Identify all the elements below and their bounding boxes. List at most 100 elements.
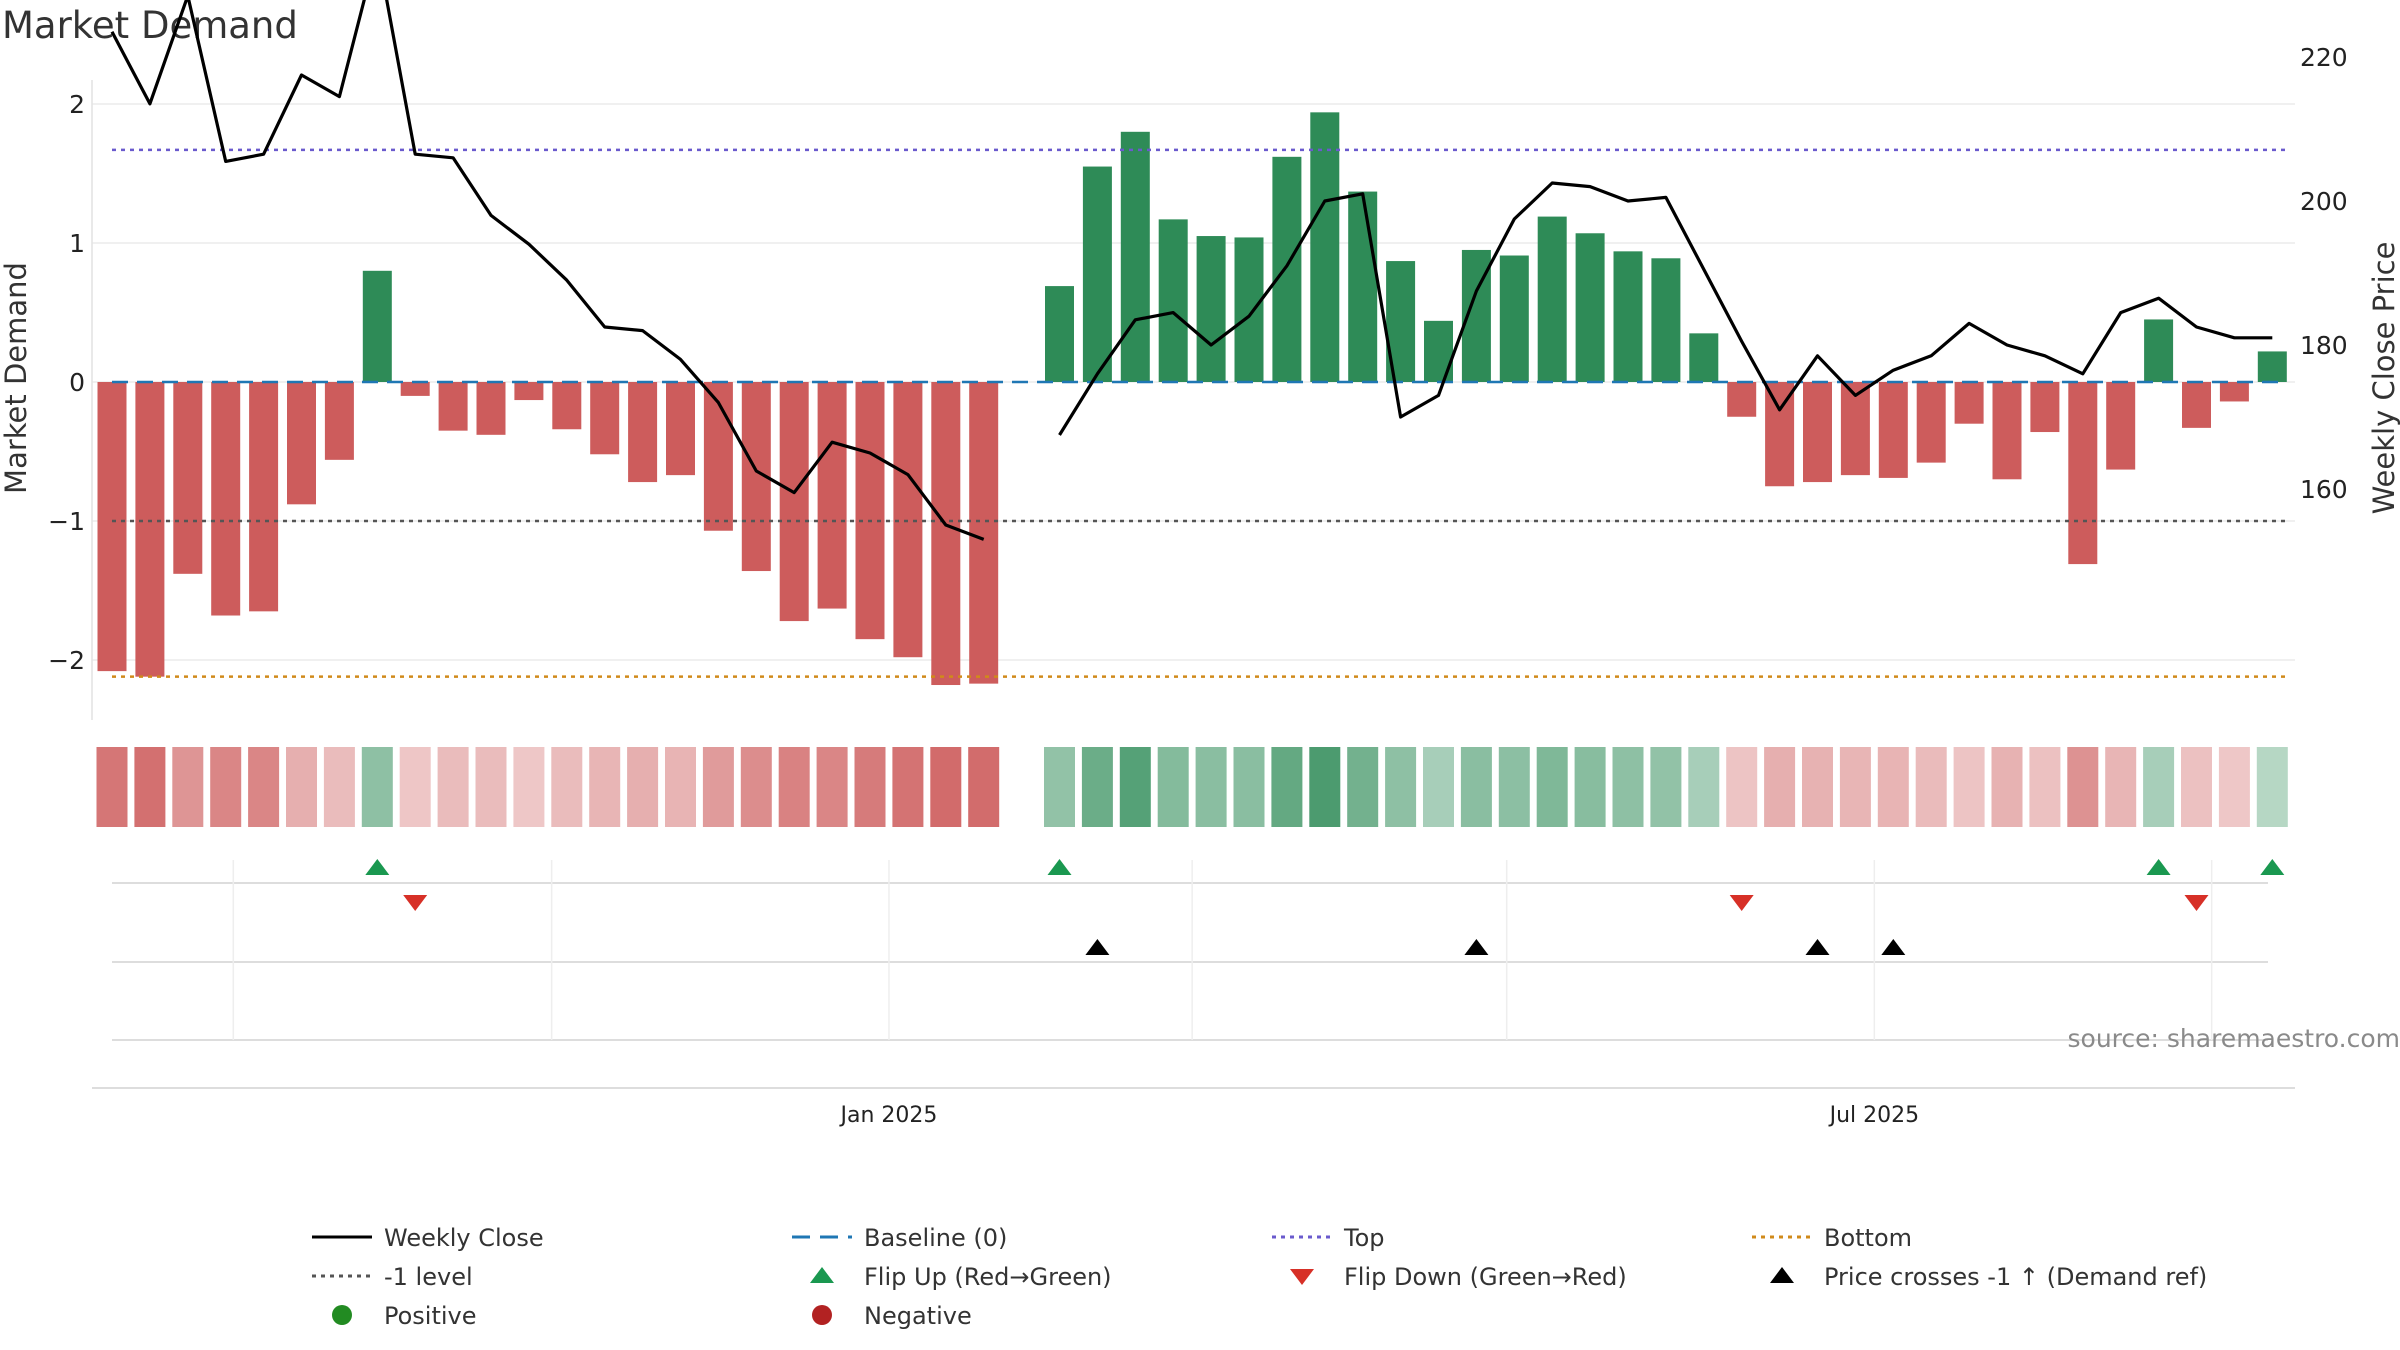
demand-bar xyxy=(2144,319,2174,382)
price-cross-marker xyxy=(1805,939,1830,955)
weekly-close-line xyxy=(1058,181,2273,436)
demand-bar xyxy=(1537,216,1567,382)
legend-swatch xyxy=(1770,1267,1794,1283)
strength-cell xyxy=(968,747,1000,827)
demand-bar xyxy=(855,382,885,640)
strength-cell xyxy=(2143,747,2175,827)
strength-cell xyxy=(2256,747,2288,827)
strength-cell xyxy=(1081,747,1113,827)
strength-cell xyxy=(2029,747,2061,827)
demand-bar xyxy=(1196,236,1226,382)
strength-cell xyxy=(1423,747,1454,827)
right-tick-label: 220 xyxy=(2300,43,2348,72)
strength-cell xyxy=(1385,747,1417,827)
legend-label: Price crosses -1 ↑ (Demand ref) xyxy=(1824,1263,2207,1291)
demand-bar xyxy=(1234,237,1264,382)
left-tick-label: 1 xyxy=(69,229,85,258)
strength-cell xyxy=(2105,747,2137,827)
x-tick-label: Jan 2025 xyxy=(838,1103,937,1128)
legend-swatch xyxy=(812,1305,832,1325)
left-tick-label: −2 xyxy=(48,646,85,675)
demand-bar xyxy=(552,382,582,430)
strength-cell xyxy=(551,747,583,827)
demand-bar xyxy=(135,382,165,677)
strength-cell xyxy=(1157,747,1189,827)
demand-bar xyxy=(817,382,847,609)
demand-bar xyxy=(1045,286,1074,382)
legend-label: Weekly Close xyxy=(384,1224,544,1252)
right-axis-label: Weekly Close Price xyxy=(2367,242,2400,515)
demand-bar xyxy=(1803,382,1832,483)
x-tick-label: Jul 2025 xyxy=(1828,1103,1920,1128)
demand-bar xyxy=(1575,233,1605,382)
demand-bar xyxy=(1158,219,1188,382)
strength-cell xyxy=(1233,747,1265,827)
demand-bar xyxy=(2257,351,2287,382)
strength-cell xyxy=(513,747,545,827)
demand-bar xyxy=(1424,320,1453,382)
weekly-close-line xyxy=(110,0,985,541)
demand-bar xyxy=(2068,382,2098,565)
strength-cell xyxy=(1612,747,1644,827)
flip-up-marker xyxy=(1047,859,1072,875)
demand-bar xyxy=(628,382,658,483)
strength-cell xyxy=(816,747,848,827)
price-cross-marker xyxy=(1881,939,1906,955)
demand-bar xyxy=(1310,112,1340,382)
legend-label: Bottom xyxy=(1824,1224,1912,1252)
demand-bar xyxy=(97,382,127,672)
strength-cell xyxy=(2218,747,2250,827)
strength-cell xyxy=(1195,747,1227,827)
demand-bar xyxy=(1689,333,1719,382)
demand-bar xyxy=(287,382,316,505)
left-tick-label: 2 xyxy=(69,90,85,119)
legend-label: Positive xyxy=(384,1302,477,1330)
demand-bar xyxy=(211,382,241,616)
left-tick-label: −1 xyxy=(48,507,85,536)
demand-bar xyxy=(514,382,544,401)
strength-cell xyxy=(2181,747,2212,827)
strength-cell xyxy=(740,747,772,827)
legend-label: Flip Down (Green→Red) xyxy=(1344,1263,1627,1291)
demand-bar xyxy=(969,382,999,684)
demand-bar xyxy=(1765,382,1795,487)
demand-bar xyxy=(1272,156,1302,382)
strength-cell xyxy=(134,747,166,827)
legend-swatch xyxy=(332,1305,352,1325)
demand-bar xyxy=(362,270,392,382)
legend-label: Top xyxy=(1343,1224,1385,1252)
right-tick-label: 160 xyxy=(2300,475,2348,504)
demand-bar xyxy=(703,382,733,531)
demand-bar xyxy=(2106,382,2136,470)
strength-cell xyxy=(778,747,810,827)
demand-bar xyxy=(1878,382,1908,478)
strength-cell xyxy=(323,747,355,827)
strength-cell xyxy=(1574,747,1606,827)
strength-cell xyxy=(665,747,696,827)
strength-cell xyxy=(1915,747,1947,827)
legend-label: Negative xyxy=(864,1302,972,1330)
demand-bar xyxy=(1954,382,1984,424)
demand-bar xyxy=(1651,258,1681,382)
strength-cell xyxy=(1688,747,1720,827)
right-tick-label: 200 xyxy=(2300,187,2348,216)
legend-label: -1 level xyxy=(384,1263,473,1291)
demand-bar xyxy=(1613,251,1643,382)
left-axis-label: Market Demand xyxy=(0,262,33,494)
strength-cell xyxy=(286,747,317,827)
demand-bar xyxy=(666,382,695,476)
strength-cell xyxy=(210,747,242,827)
demand-bar xyxy=(1082,166,1112,382)
strength-cell xyxy=(589,747,621,827)
strength-cell xyxy=(96,747,128,827)
chart-title: Market Demand xyxy=(2,4,298,47)
price-cross-marker xyxy=(1464,939,1489,955)
strength-cell xyxy=(437,747,469,827)
demand-bar xyxy=(324,382,354,460)
demand-bar xyxy=(893,382,923,658)
strength-cell xyxy=(1347,747,1379,827)
strength-cell xyxy=(1726,747,1758,827)
strength-cell xyxy=(475,747,507,827)
strength-cell xyxy=(930,747,962,827)
strength-cell xyxy=(702,747,734,827)
